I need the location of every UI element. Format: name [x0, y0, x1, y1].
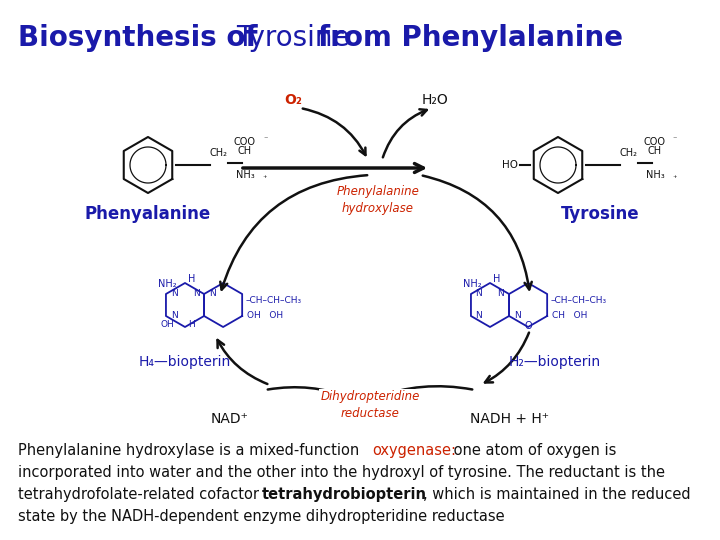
Text: tetrahydrobiopterin: tetrahydrobiopterin: [262, 487, 427, 502]
Text: COO: COO: [643, 137, 665, 147]
Text: H₄—biopterin: H₄—biopterin: [139, 355, 231, 369]
Text: N: N: [209, 289, 215, 299]
Text: Phenyalanine: Phenyalanine: [85, 205, 211, 223]
Text: O₂: O₂: [284, 93, 302, 107]
Text: NH₂: NH₂: [463, 279, 482, 288]
Text: Phenylalanine
hydroxylase: Phenylalanine hydroxylase: [336, 185, 420, 215]
Text: , which is maintained in the reduced: , which is maintained in the reduced: [423, 487, 690, 502]
Text: ⁻: ⁻: [263, 134, 267, 143]
Text: ⁺: ⁺: [262, 174, 266, 183]
Text: HO: HO: [502, 160, 518, 170]
Text: CH: CH: [648, 146, 662, 156]
Text: NH₃: NH₃: [236, 170, 255, 180]
Text: O: O: [524, 321, 532, 332]
Text: H: H: [493, 274, 500, 284]
Text: NADH + H⁺: NADH + H⁺: [470, 412, 549, 426]
Text: Biosynthesis of: Biosynthesis of: [18, 24, 267, 52]
Text: COO: COO: [233, 137, 255, 147]
Text: H: H: [188, 274, 195, 284]
Text: oxygenase:: oxygenase:: [372, 443, 456, 458]
Text: N: N: [476, 289, 482, 299]
Text: CH₂: CH₂: [620, 148, 638, 158]
Text: from Phenylalanine: from Phenylalanine: [318, 24, 623, 52]
Text: Tyrosine: Tyrosine: [561, 205, 639, 223]
Text: Tyrosine: Tyrosine: [236, 24, 359, 52]
Text: ⁺: ⁺: [672, 174, 677, 183]
Text: tetrahydrofolate-related cofactor: tetrahydrofolate-related cofactor: [18, 487, 264, 502]
Text: OH   OH: OH OH: [247, 312, 284, 321]
Text: H₂—biopterin: H₂—biopterin: [509, 355, 601, 369]
Text: N: N: [498, 289, 505, 299]
Text: N: N: [193, 289, 199, 299]
Text: N: N: [171, 289, 177, 299]
Text: –CH–CH–CH₃: –CH–CH–CH₃: [245, 296, 301, 305]
Text: incorporated into water and the other into the hydroxyl of tyrosine. The reducta: incorporated into water and the other in…: [18, 465, 665, 480]
Text: ⁻: ⁻: [672, 134, 676, 143]
Text: one atom of oxygen is: one atom of oxygen is: [449, 443, 616, 458]
Text: Dihydropteridine
reductase: Dihydropteridine reductase: [320, 390, 420, 420]
Text: N: N: [514, 312, 521, 321]
Text: OH: OH: [161, 320, 174, 329]
Text: NH₃: NH₃: [646, 170, 665, 180]
Text: CH₂: CH₂: [210, 148, 228, 158]
Text: CH   OH: CH OH: [552, 312, 588, 321]
Text: –CH–CH–CH₃: –CH–CH–CH₃: [550, 296, 606, 305]
Text: H₂O: H₂O: [422, 93, 449, 107]
Text: NH₂: NH₂: [158, 279, 176, 288]
Text: N: N: [476, 312, 482, 321]
Text: Phenylalanine hydroxylase is a mixed-function: Phenylalanine hydroxylase is a mixed-fun…: [18, 443, 364, 458]
Text: N: N: [171, 312, 177, 321]
Text: NAD⁺: NAD⁺: [211, 412, 249, 426]
Text: CH: CH: [238, 146, 252, 156]
Text: state by the NADH-dependent enzyme dihydropteridine reductase: state by the NADH-dependent enzyme dihyd…: [18, 509, 505, 524]
Text: H: H: [188, 320, 195, 329]
